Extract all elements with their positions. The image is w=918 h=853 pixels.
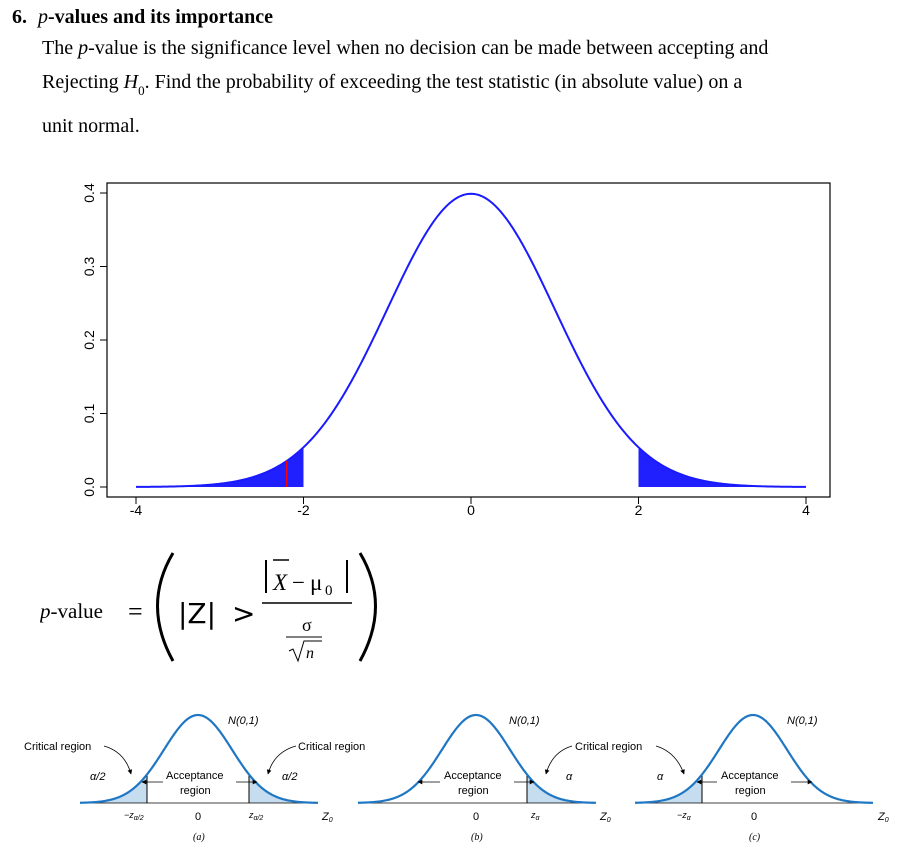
paragraph-text: Rejecting	[42, 71, 124, 93]
paragraph-line-2: Rejecting H0. Find the probability of ex…	[42, 71, 743, 98]
y-tick-label: 0.3	[81, 257, 97, 277]
formula-n: n	[306, 645, 314, 662]
diagram-a-critical-area	[249, 774, 317, 803]
diagram-c-critical-area	[635, 774, 702, 803]
right-tail-area	[638, 447, 806, 487]
section-title-italic: p	[38, 6, 48, 28]
x-tick-label: 4	[802, 502, 810, 518]
formula-greater-than: >	[232, 597, 255, 630]
diagram-b-tick-right: zα	[530, 810, 541, 822]
section-number: 6.	[12, 6, 27, 28]
y-tick-label: 0.0	[81, 477, 97, 497]
paragraph-text: . Find the probability of exceeding the …	[144, 71, 743, 93]
diagram-a-tick-left: −zα/2	[124, 810, 144, 822]
diagram-c-n01: N(0,1)	[787, 715, 818, 727]
diagram-a-tick-zero: 0	[195, 811, 201, 823]
x-tick-label: -4	[130, 502, 143, 518]
diagram-b-caption: (b)	[471, 832, 483, 843]
formula-right-paren	[358, 552, 377, 662]
normal-density-chart: 0.0 0.1 0.2 0.3 0.4 -4 -2 0 2 4	[81, 182, 831, 518]
diagram-c-z0: Z0	[877, 811, 889, 824]
diagram-a-tick-right: zα/2	[248, 810, 263, 822]
diagram-c-critical-arrow	[655, 745, 685, 775]
formula-mu: μ	[310, 570, 322, 595]
diagram-a-caption: (a)	[193, 832, 205, 843]
diagram-a-alpha-right: α/2	[282, 771, 297, 783]
chart-marks	[135, 192, 807, 488]
diagram-c-curve	[634, 713, 874, 804]
paragraph-text: -value is the significance level when no…	[88, 37, 769, 59]
section-title: -values and its importance	[48, 6, 273, 28]
density-curve	[135, 192, 807, 488]
section-heading: 6. p-values and its importance	[12, 4, 273, 30]
formula-mu-subscript: 0	[325, 583, 333, 599]
diagram-b-n01: N(0,1)	[509, 715, 540, 727]
y-tick-label: 0.2	[81, 330, 97, 350]
diagram-a-critical-right-arrow	[266, 745, 297, 775]
formula-xbar: X	[272, 570, 288, 595]
diagram-curves	[79, 713, 874, 804]
left-tail-area	[136, 447, 304, 487]
diagram-b-critical: Critical region	[575, 741, 642, 753]
diagram-a-curve	[79, 713, 319, 804]
diagram-a-acceptance: Acceptance	[166, 770, 223, 782]
diagram-b-z0: Z0	[599, 811, 611, 824]
formula-abs-z: |Z|	[178, 597, 216, 630]
diagram-b-acceptance: Acceptance	[444, 770, 501, 782]
y-tick-label: 0.1	[81, 404, 97, 424]
diagram-c-region: region	[735, 785, 766, 797]
diagram-a-z0: Z0	[321, 811, 333, 824]
paragraph-h-symbol: H	[123, 71, 139, 93]
y-axis: 0.0 0.1 0.2 0.3 0.4	[81, 183, 108, 497]
diagram-c-acceptance: Acceptance	[721, 770, 778, 782]
paragraph-p-symbol: p	[78, 37, 89, 59]
diagram-b-region: region	[458, 785, 489, 797]
diagram-b-critical-arrow	[544, 745, 573, 775]
paragraph-line-3: unit normal.	[42, 115, 140, 137]
diagram-a-critical-left-arrow	[103, 745, 133, 775]
diagram-b-critical-area	[527, 774, 595, 803]
diagram-a: N(0,1) Critical region Critical region α…	[24, 715, 365, 843]
diagram-c-alpha: α	[657, 771, 664, 783]
y-tick-label: 0.4	[81, 183, 97, 203]
critical-region-diagrams: N(0,1) Critical region Critical region α…	[24, 713, 889, 843]
x-tick-label: 0	[467, 502, 475, 518]
diagram-c-tick-zero: 0	[751, 811, 757, 823]
diagram-b-alpha: α	[566, 771, 573, 783]
diagram-b-tick-zero: 0	[473, 811, 479, 823]
diagram-c: N(0,1) α Acceptance region −zα 0 Z0 (c)	[655, 715, 889, 843]
diagram-a-alpha-left: α/2	[90, 771, 105, 783]
formula-minus: −	[292, 570, 305, 595]
diagram-b-curve	[357, 713, 597, 804]
formula-left-paren	[156, 552, 175, 662]
formula-p: p	[40, 599, 51, 623]
formula-sigma: σ	[302, 615, 312, 635]
x-tick-label: 2	[635, 502, 643, 518]
diagram-a-critical-area	[80, 774, 147, 803]
diagram-c-tick-left: −zα	[677, 810, 692, 822]
diagram-b: N(0,1) Critical region α Acceptance regi…	[417, 715, 642, 843]
formula-lhs: -value	[51, 599, 103, 623]
x-tick-label: -2	[297, 502, 310, 518]
x-axis: -4 -2 0 2 4	[130, 496, 810, 518]
diagram-a-critical-left: Critical region	[24, 741, 91, 753]
diagram-c-caption: (c)	[749, 832, 761, 843]
plot-frame	[106, 182, 831, 498]
svg-text:p-value: p-value	[40, 599, 103, 623]
p-value-formula: p-value = |Z| > X − μ 0 σ n	[40, 552, 377, 663]
diagram-a-n01: N(0,1)	[228, 715, 259, 727]
paragraph-line-1: The p-value is the significance level wh…	[42, 38, 768, 58]
paragraph-text: The	[42, 37, 79, 59]
diagram-a-critical-right: Critical region	[298, 741, 365, 753]
diagram-a-region: region	[180, 785, 211, 797]
formula-equals: =	[128, 597, 143, 626]
sqrt-sign	[288, 640, 322, 663]
paragraph-h-subscript: 0	[138, 83, 145, 98]
